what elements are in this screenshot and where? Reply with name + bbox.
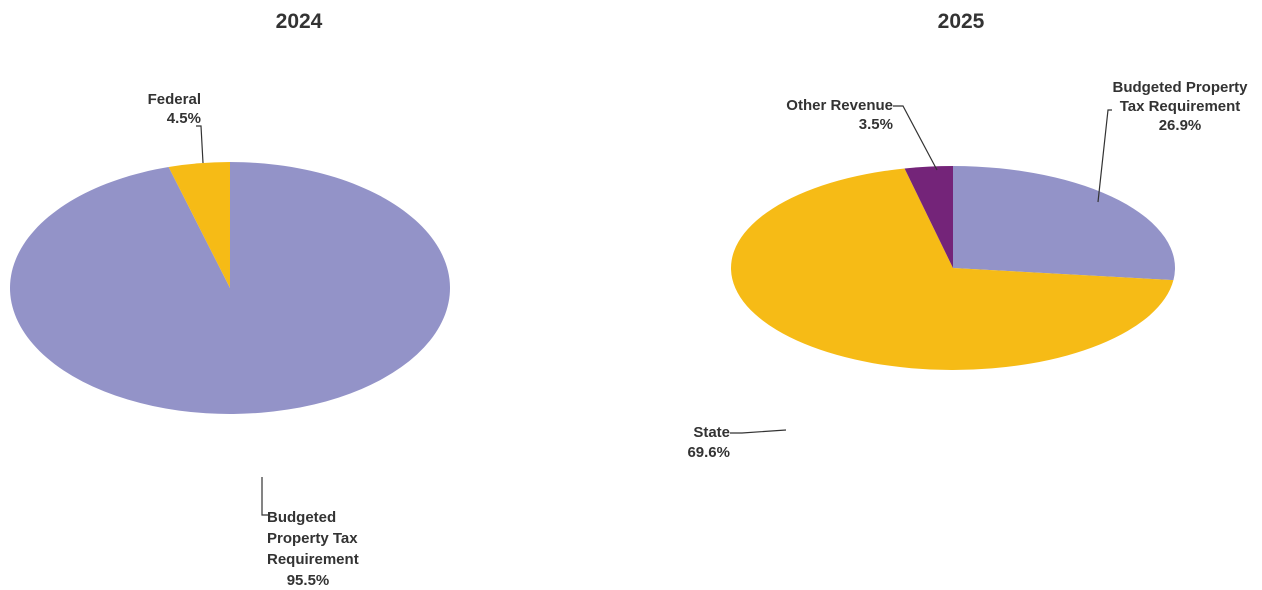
- pie-chart-2025: 2025 Budgeted Property Tax Requirement 26.…: [687, 10, 1248, 461]
- pie-slice-other-revenue: [904, 166, 953, 268]
- leader-line: [196, 125, 204, 164]
- slice-label-budgeted-property-tax-requirement: Budgeted Property Tax Requirement 26.9%: [1097, 79, 1248, 203]
- chart-title-2025: 2025: [938, 10, 985, 33]
- leader-line: [1097, 109, 1112, 203]
- leader-line: [730, 429, 787, 434]
- slice-label-federal: Federal 4.5%: [148, 91, 204, 164]
- pie-top-group: [731, 166, 1175, 371]
- slice-label-budgeted-property-tax-requirement: Budgeted Property Tax Requirement 95.5%: [261, 477, 359, 589]
- slice-label-text: Property Tax: [267, 530, 358, 547]
- slice-label-text: Requirement: [267, 551, 359, 568]
- slice-label-text: Tax Requirement: [1120, 98, 1241, 115]
- slice-value-label: 95.5%: [287, 572, 330, 589]
- pie-slice-budgeted-property-tax-requirement: [9, 162, 450, 414]
- slice-value-label: 4.5%: [167, 110, 201, 127]
- slice-label-text: Federal: [148, 91, 201, 108]
- chart-title-2024: 2024: [276, 10, 323, 33]
- slice-label-text: Other Revenue: [786, 97, 893, 114]
- leader-line: [893, 105, 938, 171]
- slice-label-other-revenue: Other Revenue 3.5%: [786, 97, 938, 171]
- pie-top-group: [9, 162, 450, 414]
- pie-slice-federal: [168, 162, 230, 288]
- slice-label-state: State 69.6%: [687, 424, 787, 461]
- pie-chart-2024: 2024 Budgeted Property Tax Requirement 95.5…: [9, 10, 450, 589]
- slice-label-text: Budgeted: [267, 509, 336, 526]
- slice-value-label: 3.5%: [859, 116, 893, 133]
- slice-value-label: 69.6%: [687, 444, 730, 461]
- pie-slice-state: [731, 168, 1174, 371]
- leader-line: [261, 477, 268, 516]
- pie-slice-budgeted-property-tax-requirement: [953, 166, 1175, 281]
- slice-value-label: 26.9%: [1159, 117, 1202, 134]
- slice-label-text: State: [693, 424, 730, 441]
- slice-label-text: Budgeted Property: [1112, 79, 1248, 96]
